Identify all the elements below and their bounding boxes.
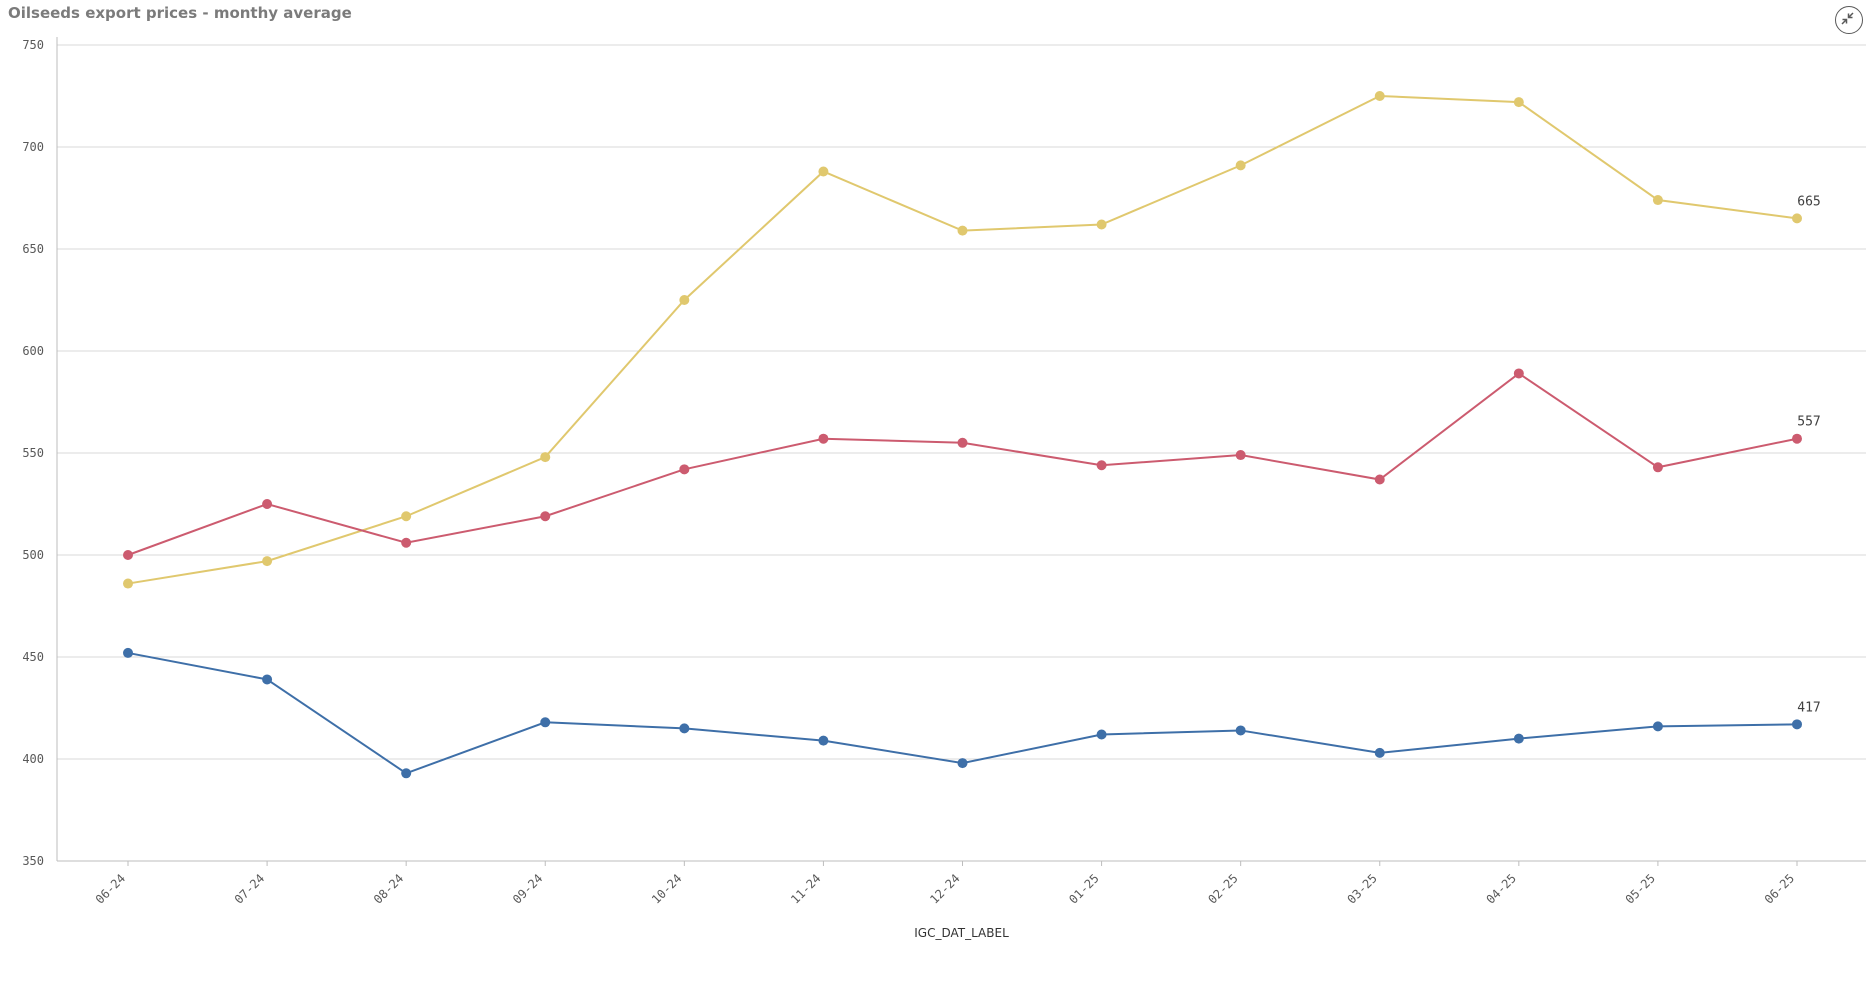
y-tick-label: 450 — [22, 650, 44, 664]
y-tick-label: 650 — [22, 242, 44, 256]
data-point[interactable] — [818, 433, 829, 444]
data-point[interactable] — [540, 511, 551, 522]
data-point[interactable] — [123, 550, 133, 560]
x-tick-label: 01-25 — [1066, 871, 1101, 906]
data-point[interactable] — [262, 556, 273, 567]
data-point[interactable] — [679, 723, 690, 734]
data-point[interactable] — [1096, 729, 1107, 740]
data-point[interactable] — [679, 295, 690, 305]
series-line — [127, 651, 1798, 775]
data-point[interactable] — [1374, 91, 1385, 101]
data-label: 557 — [1797, 415, 1820, 430]
data-point[interactable] — [1235, 450, 1246, 461]
data-point[interactable] — [1792, 213, 1802, 224]
x-tick-label: 07-24 — [232, 871, 267, 906]
data-point[interactable] — [262, 499, 273, 509]
data-point[interactable] — [1513, 368, 1524, 379]
series-1: 665 — [123, 91, 1821, 589]
data-point[interactable] — [957, 437, 968, 448]
y-tick-label: 550 — [22, 446, 44, 460]
exit-fullscreen-button[interactable] — [1835, 6, 1863, 34]
data-point[interactable] — [1374, 474, 1385, 485]
series-line — [127, 372, 1798, 556]
data-point[interactable] — [1374, 747, 1385, 758]
y-axis-ticks: 350 400 450 500 550 600 650 700 750 — [22, 38, 44, 868]
y-tick-label: 400 — [22, 752, 44, 766]
x-tick-label: 06-24 — [93, 871, 128, 906]
data-point[interactable] — [262, 674, 273, 685]
x-tick-label: 03-25 — [1344, 871, 1379, 906]
exit-fullscreen-icon — [1841, 12, 1854, 25]
data-point[interactable] — [1096, 219, 1107, 230]
data-point[interactable] — [401, 511, 412, 522]
series-line — [127, 94, 1798, 585]
data-point[interactable] — [1513, 97, 1524, 108]
y-tick-label: 500 — [22, 548, 44, 562]
data-point[interactable] — [401, 537, 412, 548]
series-2: 557 — [123, 368, 1821, 560]
data-point[interactable] — [1235, 725, 1246, 736]
series-3: 417 — [123, 647, 1821, 779]
data-point[interactable] — [818, 166, 829, 177]
data-point[interactable] — [818, 735, 829, 746]
x-tick-label: 11-24 — [788, 871, 823, 906]
data-point[interactable] — [123, 647, 133, 658]
x-tick-label: 04-25 — [1484, 871, 1519, 906]
y-tick-label: 750 — [22, 38, 44, 52]
y-tick-label: 350 — [22, 854, 44, 868]
data-point[interactable] — [123, 578, 133, 589]
chart-title: Oilseeds export prices - monthy average — [8, 4, 352, 22]
axes — [56, 37, 1866, 862]
data-point[interactable] — [1792, 433, 1802, 444]
x-tick-label: 12-24 — [927, 871, 962, 906]
data-label: 417 — [1797, 700, 1820, 715]
x-tick-label: 06-25 — [1762, 871, 1797, 906]
data-point[interactable] — [1652, 462, 1663, 473]
data-point[interactable] — [957, 758, 968, 769]
data-point[interactable] — [1792, 719, 1802, 730]
x-tick-label: 08-24 — [371, 871, 406, 906]
series-layer: 665 557 417 — [123, 91, 1821, 779]
data-point[interactable] — [1652, 721, 1663, 732]
data-point[interactable] — [1652, 195, 1663, 206]
y-tick-label: 700 — [22, 140, 44, 154]
data-label: 665 — [1797, 194, 1820, 209]
data-point[interactable] — [1513, 733, 1524, 744]
data-point[interactable] — [679, 464, 690, 475]
x-tick-label: 02-25 — [1205, 871, 1240, 906]
x-tick-label: 10-24 — [649, 871, 684, 906]
x-tick-label: 05-25 — [1623, 871, 1658, 906]
data-point[interactable] — [540, 717, 551, 728]
x-tick-label: 09-24 — [510, 871, 545, 906]
x-axis-title: IGC_DAT_LABEL — [914, 926, 1009, 940]
x-axis-ticks: 06-24 07-24 08-24 09-24 10-24 11-24 12-24 01-25… — [93, 861, 1798, 907]
y-tick-label: 600 — [22, 344, 44, 358]
gridlines — [57, 44, 1866, 760]
data-point[interactable] — [957, 225, 968, 236]
data-point[interactable] — [1096, 460, 1107, 471]
data-point[interactable] — [1235, 160, 1246, 171]
data-point[interactable] — [401, 768, 412, 779]
data-point[interactable] — [540, 452, 551, 463]
